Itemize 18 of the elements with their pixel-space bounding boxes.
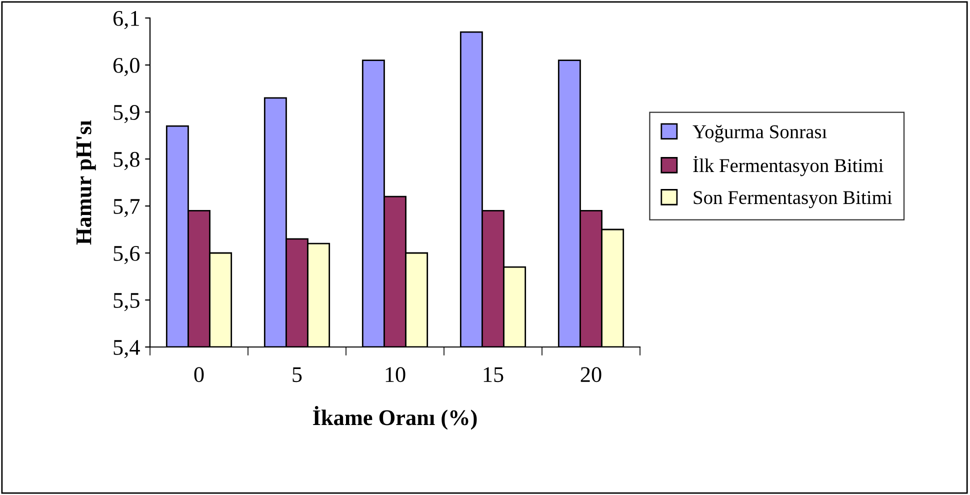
legend-label: İlk Fermentasyon Bitimi (693, 156, 884, 176)
y-tick-label: 5,4 (114, 340, 140, 358)
y-tick-label: 5,7 (114, 199, 140, 218)
legend-label: Yoğurma Sonrası (692, 124, 827, 142)
x-tick-label: 15 (484, 367, 504, 382)
x-axis-title: İkame Oranı (%) (313, 406, 477, 430)
x-tick-label: 20 (580, 367, 602, 382)
x-tick-label: 0 (194, 367, 204, 382)
y-tick-label: 5,5 (114, 293, 140, 312)
legend-label: Son Fermentasyon Bitimi (694, 191, 892, 208)
x-tick-label: 10 (386, 367, 406, 382)
y-tick-label: 5,9 (114, 104, 140, 124)
y-tick-label: 5,6 (114, 246, 140, 264)
y-tick-label: 5,8 (114, 152, 140, 170)
y-tick-label: 6,1 (113, 10, 139, 30)
x-tick-label: 5 (292, 367, 302, 382)
y-tick-label: 6,0 (113, 58, 140, 76)
y-axis-title: Hamur pH'sı (76, 120, 96, 245)
